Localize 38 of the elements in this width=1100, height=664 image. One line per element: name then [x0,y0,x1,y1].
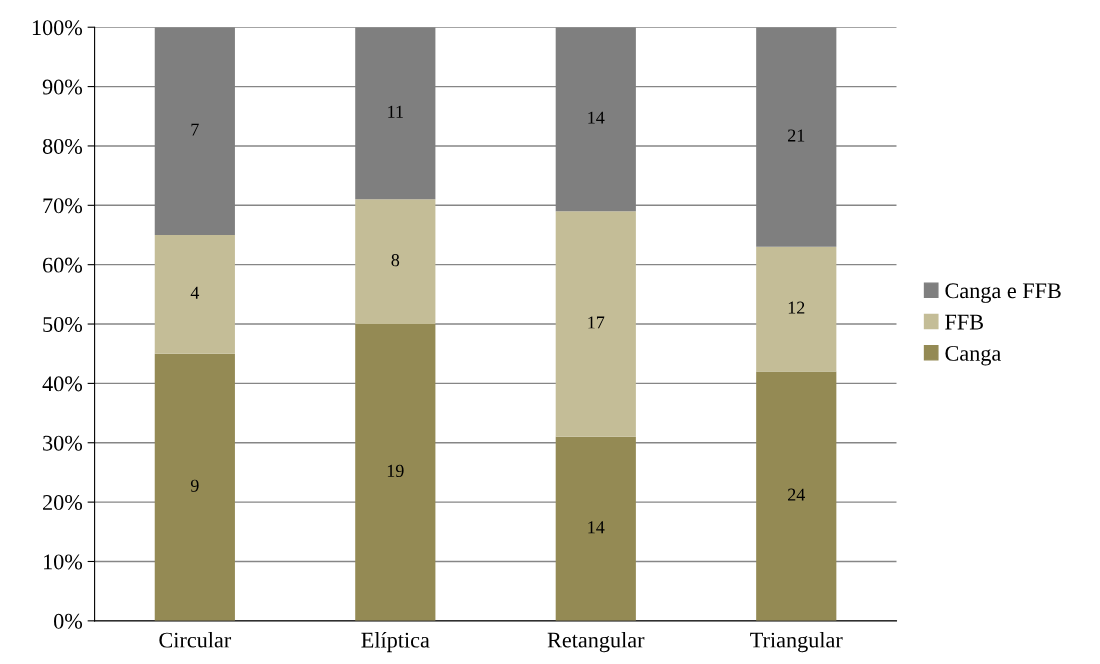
x-tick-label: Elíptica [361,631,430,653]
bar [154,353,235,621]
annotation: 14 [588,111,605,124]
y-tick-label: 30% [43,435,83,451]
x-tick-label: Circular [159,631,232,648]
annotation: 8 [391,254,400,267]
y-tick-label: 40% [42,376,83,392]
annotation: 4 [190,286,200,299]
y-tick-label: 60% [43,257,83,273]
bar [756,246,837,372]
bar [555,211,636,437]
annotation: 17 [588,316,605,329]
annotation: 21 [788,129,805,142]
annotation: 12 [788,301,805,314]
annotation: 11 [388,105,403,118]
bar [555,436,636,621]
y-tick-label: 90% [42,79,83,95]
bar [355,324,436,621]
annotation: 24 [788,488,806,501]
annotation: 7 [191,123,199,136]
annotation: 19 [387,464,404,477]
y-tick-label: 50% [43,316,83,333]
y-tick-label: 0% [54,613,83,629]
bar [756,371,837,621]
bar [355,199,436,325]
y-tick-label: 10% [44,554,83,570]
annotation: 14 [588,521,605,534]
y-tick-label: 70% [43,198,83,214]
annotation: 9 [190,479,199,492]
x-tick-label: Retangular [547,631,645,653]
bar [154,234,235,354]
y-tick-label: 20% [43,495,83,511]
legend-label: Canga e FFB [945,283,1061,303]
x-tick-label: Triangular [750,631,843,653]
y-tick-label: 100% [32,20,83,36]
legend-label: FFB [945,314,983,330]
legend-label: Canga [945,345,1001,366]
y-tick-label: 80% [42,138,83,154]
